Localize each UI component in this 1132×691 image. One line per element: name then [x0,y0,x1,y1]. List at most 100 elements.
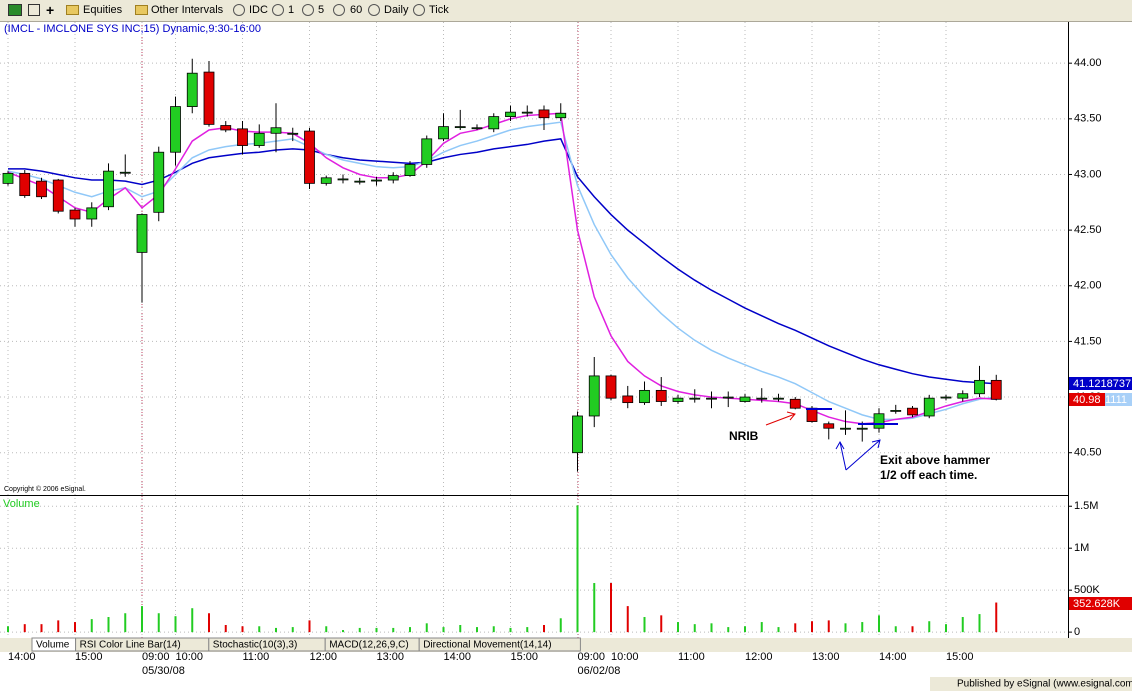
candle-body [320,177,332,184]
x-tick-label: 15:00 [946,651,974,663]
icon[interactable]: + [46,2,55,18]
footer: Published by eSignal (www.esignal.com) [957,679,1132,690]
x-tick-label: 14:00 [879,651,907,663]
candle-body [505,111,516,117]
candle-body [454,126,466,129]
candle-body [186,72,198,107]
candle-body [287,132,299,135]
candle-body [354,180,366,183]
icon [302,4,314,16]
menu-item[interactable]: Equities [83,4,123,16]
candle-body [521,111,533,114]
y2-tick-label: 0 [1074,626,1080,638]
x-tick-label: 10:00 [611,651,639,663]
candle-body [789,398,801,409]
x-date-label: 05/30/08 [142,665,185,677]
annotation: 1/2 off each time. [880,468,977,482]
candle-body [170,106,181,153]
candle-body [840,427,851,430]
y-tick-label: 43.50 [1074,113,1102,125]
candle-body [237,128,248,146]
tab-label: Volume [36,640,70,651]
last-value-label: 1111 [1105,394,1127,406]
candle-body [773,397,784,400]
x-tick-label: 15:00 [75,651,103,663]
folder-icon [135,5,148,15]
x-tick-label: 15:00 [511,651,539,663]
y-tick-label: 42.00 [1074,280,1102,292]
candle-body [689,397,701,400]
candle-body [421,138,433,165]
y-tick-label: 43.00 [1074,168,1102,180]
icon [272,4,284,16]
candle-body [52,179,64,212]
tab-label: RSI Color Line Bar(14) [80,640,181,651]
pane-title: Volume [3,498,40,510]
x-tick-label: 09:00 [142,651,170,663]
candle-body [19,172,31,197]
candle-body [2,172,14,184]
candle-body [119,171,131,174]
icon [233,4,245,16]
axis-background [1068,22,1132,638]
x-tick-label: 11:00 [243,651,270,663]
label-box [1105,393,1132,406]
candle-body [572,415,583,454]
icon [413,4,425,16]
toolbar: + Equities Other Intervals IDC 1 5 60 Da… [0,0,1132,22]
candle-body [270,127,282,134]
candle-body [856,427,868,430]
last-value-label: 40.98 [1073,394,1101,406]
x-tick-label: 14:00 [444,651,472,663]
candle-body [136,214,148,253]
candle-body [387,175,399,181]
arrow [765,413,796,426]
icon [368,4,380,16]
candle-body [304,130,315,184]
candle-body [471,127,483,130]
button[interactable]: Daily [384,4,409,16]
folder-icon [66,5,79,15]
candle-body [203,71,215,125]
x-date-label: 06/02/08 [578,665,621,677]
icon[interactable] [8,4,22,16]
arrow-head [835,440,845,450]
x-tick-label: 09:00 [578,651,606,663]
x-tick-label: 10:00 [176,651,204,663]
candle-body [907,407,918,416]
x-tick-label: 11:00 [678,651,705,663]
button[interactable]: 60 [350,4,363,16]
candle-body [957,393,969,399]
button[interactable]: Tick [429,4,449,16]
arrow-head [786,411,796,421]
candle-body [990,379,1002,400]
candle-body [639,389,650,404]
tab-label: MACD(12,26,9,C) [329,640,408,651]
annotation: NRIB [729,429,759,443]
candle-body [438,126,449,140]
label-box [1069,597,1132,610]
chart: 40.5041.0041.5042.0042.5043.0043.5044.00… [0,22,1132,691]
button[interactable]: IDC [249,4,268,16]
footer-bg [930,677,1132,691]
annotation: Exit above hammer [880,453,990,467]
candle-body [756,397,768,400]
y-tick-label: 41.50 [1074,335,1102,347]
candle-body [890,410,902,412]
icon [333,4,345,16]
candle-body [588,375,600,417]
candle-body [706,397,717,400]
candle-body [722,396,734,399]
y2-tick-label: 1M [1074,542,1089,554]
arrow-head [871,439,881,449]
label-box [1069,377,1132,390]
last-value-label: 352.628K [1073,598,1121,610]
button[interactable]: 1 [288,4,295,16]
icon[interactable] [28,4,40,16]
tab[interactable] [418,637,581,652]
button[interactable]: 5 [318,4,325,16]
menu-item[interactable]: Other Intervals [151,4,224,16]
candle-body [823,423,835,429]
x-tick-label: 14:00 [8,651,36,663]
